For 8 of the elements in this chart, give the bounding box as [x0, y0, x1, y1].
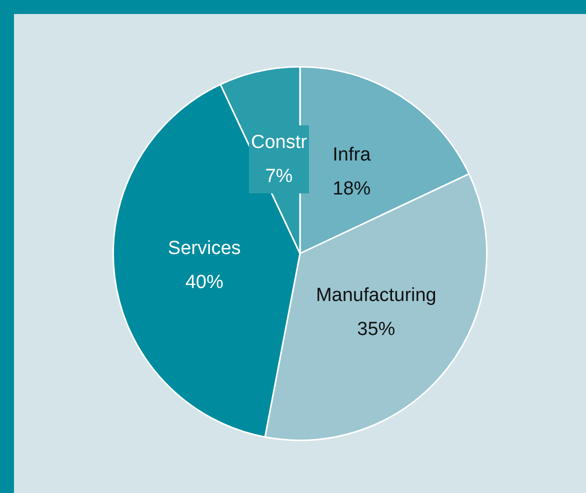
slice-label: Manufacturing: [316, 285, 436, 306]
slice-label: Services: [168, 238, 241, 260]
data-label: 7%: [265, 166, 293, 187]
slice-label: Infra: [332, 144, 372, 166]
data-label: 40%: [185, 272, 224, 294]
slice-label: Constr: [250, 132, 308, 153]
data-label: 18%: [332, 178, 371, 200]
data-label: 35%: [357, 319, 396, 340]
